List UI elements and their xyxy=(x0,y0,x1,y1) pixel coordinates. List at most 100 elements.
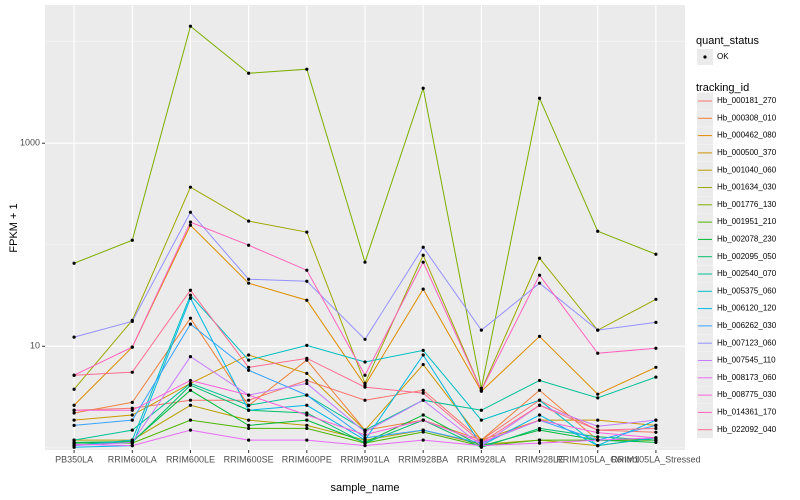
legend-label: Hb_001634_030 xyxy=(717,183,777,192)
data-point xyxy=(654,365,658,369)
legend-label: Hb_000500_370 xyxy=(717,148,777,157)
data-point xyxy=(654,430,658,434)
legend-label: Hb_005375_060 xyxy=(717,286,777,295)
data-point xyxy=(130,345,134,349)
data-point xyxy=(72,261,76,265)
data-point xyxy=(130,428,134,432)
data-point xyxy=(305,413,309,417)
data-point xyxy=(363,430,367,434)
data-point xyxy=(188,381,193,386)
data-point xyxy=(305,371,309,375)
x-axis-label: sample_name xyxy=(330,482,399,494)
data-point xyxy=(596,229,600,233)
x-tick-label: RRIM928LA xyxy=(457,454,506,464)
legend-label: Hb_022092_040 xyxy=(717,425,777,434)
data-point xyxy=(247,408,251,412)
legend-label: Hb_002078_230 xyxy=(717,235,777,244)
data-point xyxy=(188,288,193,292)
data-point xyxy=(537,398,542,402)
x-tick-label: RRIM901LA xyxy=(340,454,389,464)
data-point xyxy=(363,360,367,364)
data-point xyxy=(596,418,600,422)
data-point xyxy=(537,441,542,445)
data-point xyxy=(363,443,367,448)
data-point xyxy=(247,368,251,372)
data-point xyxy=(421,418,425,422)
data-point xyxy=(305,356,309,360)
legend-label: Hb_001776_130 xyxy=(717,200,777,209)
legend-label: Hb_008173_060 xyxy=(717,373,777,382)
x-tick-label: RRIM928BA xyxy=(398,454,448,464)
data-point xyxy=(247,281,251,285)
data-point xyxy=(305,298,309,302)
data-point xyxy=(479,388,483,392)
data-point xyxy=(188,418,193,422)
data-point xyxy=(421,245,425,249)
legend-symbol xyxy=(703,55,707,59)
x-tick-label: RRIM600PE xyxy=(282,454,332,464)
data-point xyxy=(596,328,600,332)
data-point xyxy=(305,418,309,422)
data-point xyxy=(479,440,483,444)
data-point xyxy=(654,423,658,427)
data-point xyxy=(596,351,600,355)
data-point xyxy=(305,423,309,427)
data-point xyxy=(596,424,600,428)
data-point xyxy=(305,343,309,347)
data-point xyxy=(188,388,193,392)
data-point xyxy=(72,423,76,427)
data-point xyxy=(188,210,193,214)
data-point xyxy=(130,443,134,448)
data-point xyxy=(654,320,658,324)
data-point xyxy=(479,443,483,448)
data-point xyxy=(305,403,309,407)
legend-label: Hb_006120_120 xyxy=(717,304,777,313)
data-point xyxy=(72,442,76,446)
legend-label: Hb_000181_270 xyxy=(717,96,777,105)
data-point xyxy=(537,273,542,277)
data-point xyxy=(247,219,251,223)
y-tick-label: 10 xyxy=(30,341,40,351)
data-point xyxy=(130,440,134,444)
data-point xyxy=(247,418,251,422)
data-point xyxy=(363,433,367,437)
data-point xyxy=(479,408,483,412)
data-point xyxy=(130,418,134,422)
data-point xyxy=(305,230,309,234)
data-point xyxy=(188,24,193,28)
y-tick-label: 1000 xyxy=(20,138,40,148)
data-point xyxy=(247,393,251,397)
data-point xyxy=(130,438,134,442)
data-point xyxy=(305,67,309,71)
data-point xyxy=(188,322,193,326)
legend-label: Hb_000462_080 xyxy=(717,131,777,140)
data-point xyxy=(537,281,542,285)
data-point xyxy=(421,413,425,417)
legend: OK Hb_000181_270 Hb_000308_010 Hb_000462_08… xyxy=(697,49,777,439)
data-point xyxy=(247,438,251,442)
data-point xyxy=(654,426,658,431)
data-point xyxy=(421,348,425,352)
data-point xyxy=(363,373,367,377)
data-point xyxy=(654,346,658,350)
data-point xyxy=(654,297,658,301)
data-point xyxy=(72,403,76,407)
x-tick-label: PB350LA xyxy=(55,454,93,464)
data-point xyxy=(537,256,542,260)
data-point xyxy=(654,375,658,379)
data-point xyxy=(72,418,76,422)
data-point xyxy=(247,403,251,407)
x-tick-label: RRIM105LA_Control xyxy=(556,454,639,464)
data-point xyxy=(479,328,483,332)
data-point xyxy=(305,426,309,431)
data-point xyxy=(305,393,309,397)
x-tick-label: RRIM600LA xyxy=(108,454,157,464)
data-point xyxy=(537,403,542,407)
data-point xyxy=(247,243,251,247)
data-point xyxy=(72,373,76,377)
data-point xyxy=(188,403,193,407)
data-point xyxy=(305,268,309,272)
data-point xyxy=(537,426,542,431)
x-tick-label: RRIM600SE xyxy=(224,454,274,464)
